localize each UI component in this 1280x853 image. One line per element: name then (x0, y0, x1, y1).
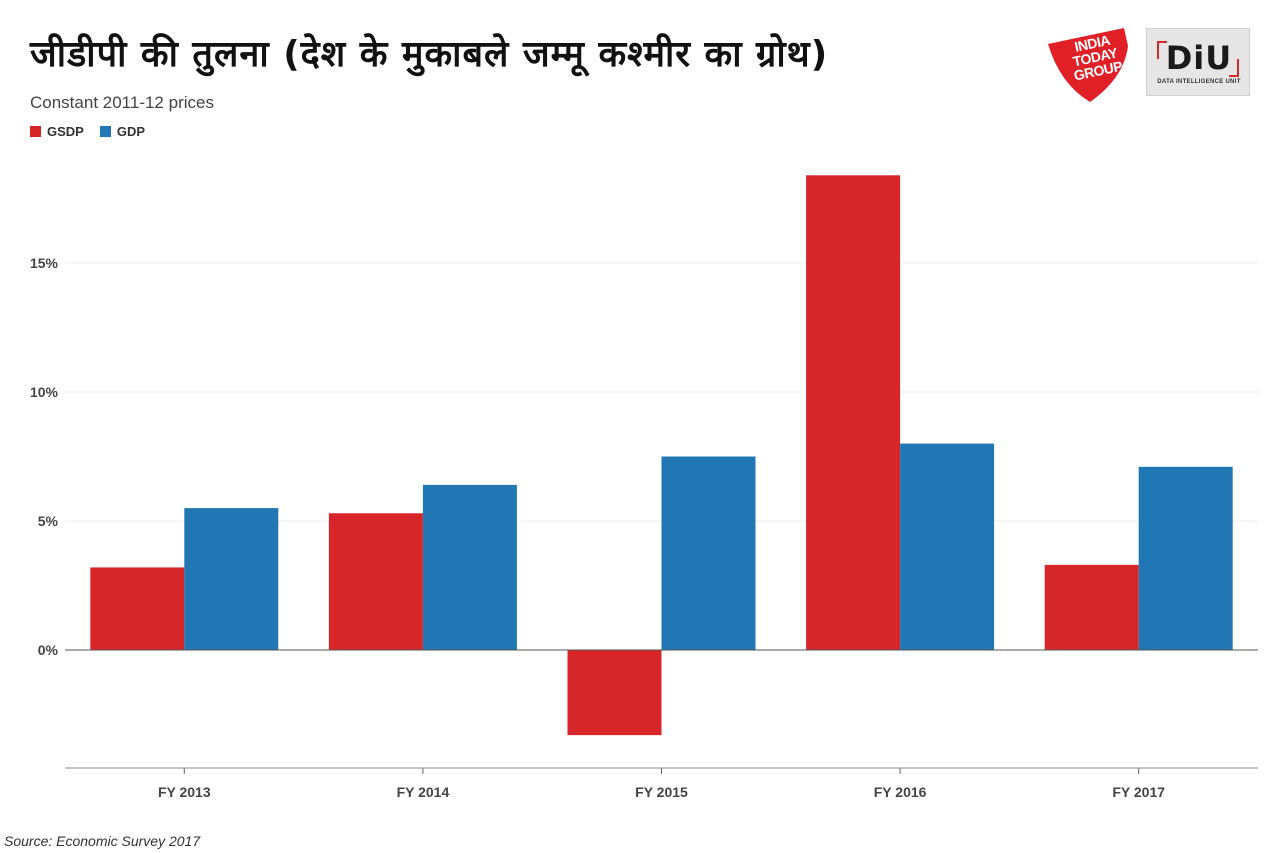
legend-swatch-gsdp (30, 126, 41, 137)
x-tick-label-fy-2017: FY 2017 (1112, 784, 1165, 800)
diu-subtitle: DATA INTELLIGENCE UNIT (1157, 79, 1241, 85)
bar-gdp-fy-2013 (184, 508, 279, 650)
diu-logo: DiU DATA INTELLIGENCE UNIT (1146, 28, 1250, 96)
chart-title: जीडीपी की तुलना (देश के मुकाबले जम्मू कश… (30, 34, 829, 75)
legend-item-gsdp: GSDP (30, 124, 84, 139)
bar-gsdp-fy-2017 (1044, 564, 1139, 650)
y-tick-label-5: 5% (38, 513, 59, 529)
bar-gsdp-fy-2016 (806, 175, 901, 650)
legend: GSDP GDP (30, 124, 161, 139)
y-tick-label-10: 10% (30, 384, 59, 400)
bar-gsdp-fy-2013 (90, 567, 185, 650)
x-tick-label-fy-2015: FY 2015 (635, 784, 688, 800)
bar-gdp-fy-2016 (900, 443, 995, 650)
india-today-logo: INDIA TODAY GROUP (1046, 26, 1130, 104)
chart-subtitle: Constant 2011-12 prices (30, 93, 214, 112)
x-tick-label-fy-2016: FY 2016 (874, 784, 927, 800)
bar-gdp-fy-2017 (1138, 466, 1233, 650)
diu-wordmark: DiU (1165, 39, 1233, 77)
legend-label-gdp: GDP (116, 124, 146, 139)
diu-bracket-right-icon (1229, 59, 1239, 77)
legend-label-gsdp: GSDP (47, 124, 84, 139)
bar-gdp-fy-2014 (422, 484, 517, 650)
x-tick-label-fy-2013: FY 2013 (158, 784, 211, 800)
legend-item-gdp: GDP (99, 124, 146, 139)
legend-swatch-gdp (99, 126, 111, 137)
bar-gsdp-fy-2014 (328, 513, 423, 650)
bar-gsdp-fy-2015 (567, 650, 662, 736)
y-tick-label-15: 15% (30, 255, 59, 271)
x-tick-label-fy-2014: FY 2014 (397, 784, 450, 800)
source-note: Source: Economic Survey 2017 (4, 833, 201, 849)
diu-bracket-left-icon (1157, 41, 1167, 59)
bar-gdp-fy-2015 (661, 456, 756, 650)
india-today-shield-icon (1048, 28, 1128, 102)
y-tick-label-0: 0% (38, 642, 59, 658)
